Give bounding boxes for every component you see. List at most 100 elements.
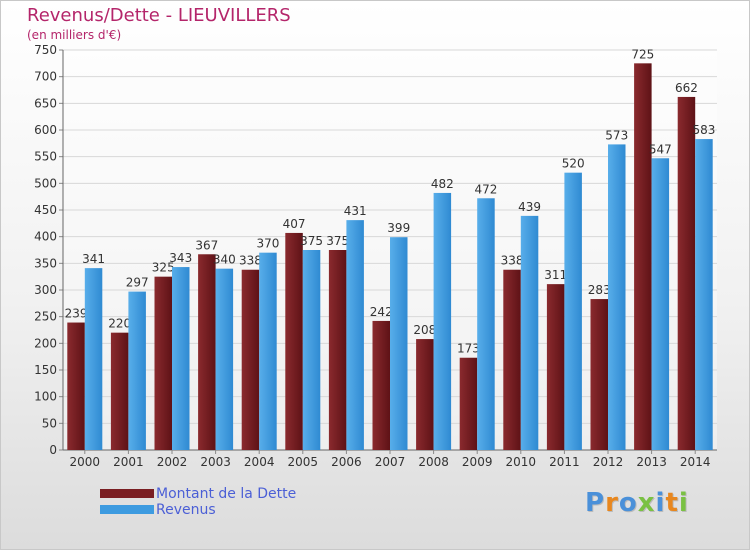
bar-revenus <box>84 268 103 450</box>
data-label-revenus: 431 <box>344 204 367 218</box>
y-tick-label: 500 <box>34 176 57 190</box>
x-tick-label: 2014 <box>680 455 711 469</box>
y-tick-label: 650 <box>34 96 57 110</box>
bar-revenus <box>564 172 582 450</box>
bar-revenus <box>477 198 495 450</box>
x-tick-label: 2000 <box>70 455 101 469</box>
bar-revenus <box>390 237 408 450</box>
x-tick-label: 2009 <box>462 455 493 469</box>
data-label-dette: 338 <box>501 254 524 268</box>
y-tick-label: 0 <box>49 443 57 457</box>
bar-dette <box>677 96 696 450</box>
y-tick-label: 700 <box>34 70 57 84</box>
data-label-revenus: 297 <box>126 276 149 290</box>
chart-subtitle: (en milliers d'€) <box>27 28 122 42</box>
legend-swatch-dette <box>100 489 154 498</box>
data-label-dette: 311 <box>544 268 567 282</box>
bar-dette <box>416 339 434 450</box>
logo-letter: i <box>655 488 666 518</box>
bar-dette <box>241 269 260 450</box>
bar-revenus <box>172 267 190 450</box>
y-tick-label: 250 <box>34 310 57 324</box>
data-label-revenus: 375 <box>300 234 323 248</box>
data-label-revenus: 472 <box>474 182 497 196</box>
x-tick-label: 2005 <box>288 455 319 469</box>
data-label-revenus: 341 <box>82 252 105 266</box>
y-tick-label: 200 <box>34 336 57 350</box>
data-label-revenus: 439 <box>518 200 541 214</box>
bar-dette <box>285 232 303 450</box>
legend-label-revenus: Revenus <box>156 502 216 518</box>
bar-revenus <box>695 139 713 451</box>
y-tick-label: 400 <box>34 230 57 244</box>
data-label-revenus: 482 <box>431 177 454 191</box>
data-label-revenus: 343 <box>169 251 192 265</box>
legend-swatch-revenus <box>100 505 154 514</box>
y-tick-label: 300 <box>34 283 57 297</box>
bar-dette <box>634 63 652 450</box>
logo-letter: r <box>605 488 619 518</box>
y-tick-label: 350 <box>34 256 57 270</box>
data-label-dette: 662 <box>675 81 698 95</box>
data-label-dette: 208 <box>413 323 436 337</box>
bar-dette <box>590 299 608 450</box>
bar-revenus <box>302 250 321 450</box>
bar-revenus <box>520 215 539 450</box>
bar-dette <box>328 250 347 450</box>
data-label-dette: 338 <box>239 254 262 268</box>
bar-revenus <box>608 144 626 450</box>
data-label-revenus: 340 <box>213 253 236 267</box>
y-tick-label: 550 <box>34 150 57 164</box>
x-tick-label: 2002 <box>157 455 188 469</box>
data-label-dette: 725 <box>631 47 654 61</box>
logo-letter: o <box>618 488 638 518</box>
bar-dette <box>67 322 85 450</box>
logo-letter: i <box>678 488 689 518</box>
y-tick-label: 600 <box>34 123 57 137</box>
bar-dette <box>110 332 129 450</box>
x-tick-label: 2001 <box>113 455 144 469</box>
data-label-dette: 407 <box>283 217 306 231</box>
data-label-revenus: 399 <box>387 221 410 235</box>
x-tick-label: 2004 <box>244 455 275 469</box>
data-label-dette: 325 <box>152 261 175 275</box>
bar-revenus <box>651 158 670 450</box>
data-label-dette: 367 <box>195 238 218 252</box>
x-tick-label: 2007 <box>375 455 406 469</box>
data-label-dette: 173 <box>457 342 480 356</box>
y-tick-label: 750 <box>34 43 57 57</box>
data-label-revenus: 370 <box>256 237 279 251</box>
bar-dette <box>198 254 216 450</box>
logo-letter: t <box>665 488 679 518</box>
bar-revenus <box>346 220 364 450</box>
bar-dette <box>503 269 521 450</box>
x-tick-label: 2008 <box>418 455 449 469</box>
data-label-revenus: 573 <box>605 128 628 142</box>
bar-dette <box>546 284 565 450</box>
bar-dette <box>372 320 390 450</box>
x-tick-label: 2013 <box>636 455 667 469</box>
bar-revenus <box>128 291 146 450</box>
data-label-dette: 283 <box>588 283 611 297</box>
bar-dette <box>459 357 478 450</box>
y-tick-label: 100 <box>34 390 57 404</box>
data-label-revenus: 547 <box>649 142 672 156</box>
data-label-dette: 239 <box>65 307 88 321</box>
x-tick-label: 2012 <box>593 455 624 469</box>
logo-letter: P <box>585 488 606 518</box>
data-label-revenus: 583 <box>692 123 715 137</box>
x-tick-label: 2003 <box>200 455 231 469</box>
proxiti-logo: Proxiti <box>585 488 689 518</box>
data-label-revenus: 520 <box>562 157 585 171</box>
y-tick-label: 450 <box>34 203 57 217</box>
bar-dette <box>154 276 172 450</box>
bar-revenus <box>215 268 234 450</box>
bar-revenus <box>433 192 452 450</box>
logo-letter: x <box>637 488 656 518</box>
y-tick-label: 150 <box>34 363 57 377</box>
x-tick-label: 2011 <box>549 455 580 469</box>
chart-title: Revenus/Dette - LIEUVILLERS <box>27 5 291 26</box>
x-tick-label: 2010 <box>506 455 537 469</box>
data-label-dette: 375 <box>326 234 349 248</box>
